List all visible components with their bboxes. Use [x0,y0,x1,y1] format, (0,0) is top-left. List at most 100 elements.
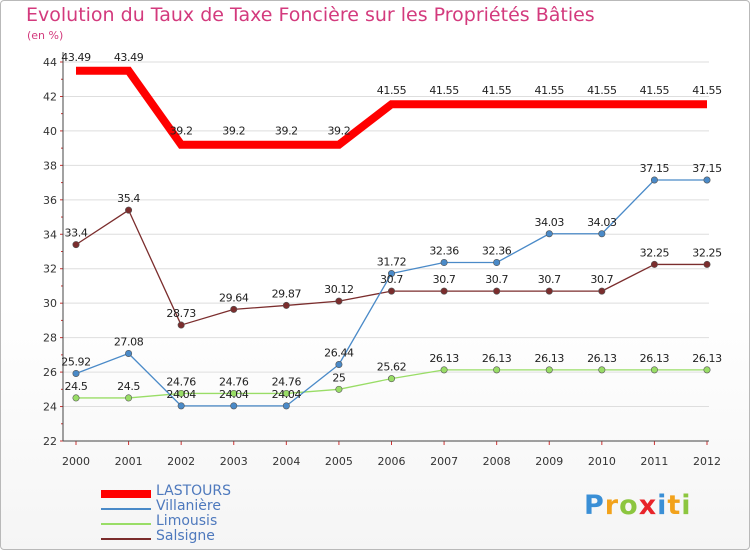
y-tick-label-24: 24 [43,401,57,414]
data-point-villani-re-2000 [72,369,80,377]
data-label-lastours-2002: 39.2 [170,125,193,138]
data-label-limousis-2009: 26.13 [535,352,565,365]
data-label-salsigne-2012: 32.25 [692,246,722,259]
data-point-villani-re-2006 [387,270,395,278]
data-point-limousis-2009 [545,366,553,374]
data-label-limousis-2000: 24.5 [65,380,88,393]
data-point-villani-re-2002 [177,402,185,410]
x-tick-label-2004: 2004 [272,455,300,468]
data-point-limousis-2002 [177,389,185,397]
data-label-limousis-2007: 26.13 [429,352,459,365]
data-label-limousis-2011: 26.13 [640,352,670,365]
data-label-villani-re-2003: 24.04 [219,388,249,401]
legend-label-limousis: Limousis [156,513,218,529]
x-tick-label-2011: 2011 [640,455,668,468]
y-tick-label-36: 36 [43,194,57,207]
data-label-salsigne-2004: 29.87 [272,287,302,300]
data-point-salsigne-2009 [545,287,553,295]
data-label-limousis-2003: 24.76 [219,375,249,388]
data-point-limousis-2004 [282,389,290,397]
logo-letter: x [638,490,658,521]
data-label-villani-re-2005: 26.44 [324,347,354,360]
data-label-lastours-2004: 39.2 [275,125,298,138]
x-tick-label-2000: 2000 [62,455,90,468]
data-label-limousis-2002: 24.76 [166,375,196,388]
x-tick-label-2009: 2009 [535,455,563,468]
data-label-villani-re-2010: 34.03 [587,216,617,229]
data-label-limousis-2008: 26.13 [482,352,512,365]
data-point-salsigne-2002 [177,321,185,329]
x-tick-label-2006: 2006 [378,455,406,468]
data-label-salsigne-2002: 28.73 [166,307,196,320]
data-label-lastours-2003: 39.2 [222,125,245,138]
data-point-limousis-2008 [493,366,501,374]
legend-swatch-lastours [101,490,151,498]
data-point-villani-re-2004 [282,402,290,410]
data-point-salsigne-2005 [335,297,343,305]
data-label-villani-re-2007: 32.36 [429,245,459,258]
y-axis-unit-label: (en %) [27,29,64,42]
data-label-lastours-2011: 41.55 [640,84,670,97]
data-point-villani-re-2009 [545,230,553,238]
data-point-villani-re-2001 [125,349,133,357]
y-tick-label-44: 44 [43,56,57,69]
data-label-lastours-2007: 41.55 [429,84,459,97]
data-label-salsigne-2007: 30.7 [433,273,456,286]
legend-label-salsigne: Salsigne [156,528,215,544]
data-point-salsigne-2003 [230,305,238,313]
data-label-limousis-2005: 25 [332,371,346,384]
data-label-lastours-2006: 41.55 [377,84,407,97]
data-label-villani-re-2001: 27.08 [114,335,144,348]
data-label-lastours-2008: 41.55 [482,84,512,97]
y-tick-label-28: 28 [43,332,57,345]
data-label-limousis-2001: 24.5 [117,380,140,393]
data-label-lastours-2005: 39.2 [327,125,350,138]
data-point-salsigne-2004 [282,301,290,309]
data-point-villani-re-2011 [650,176,658,184]
data-point-villani-re-2008 [493,259,501,267]
data-label-villani-re-2012: 37.15 [692,162,722,175]
data-label-villani-re-2002: 24.04 [166,388,196,401]
data-label-salsigne-2009: 30.7 [538,273,561,286]
logo-letter: i [657,490,668,521]
data-point-limousis-2003 [230,389,238,397]
data-label-salsigne-2000: 33.4 [65,227,88,240]
data-label-lastours-2012: 41.55 [692,84,722,97]
legend-swatch-villani-re [101,508,151,510]
data-point-limousis-2001 [125,394,133,402]
data-point-limousis-2007 [440,366,448,374]
data-label-lastours-2010: 41.55 [587,84,617,97]
data-label-salsigne-2010: 30.7 [590,273,613,286]
data-label-limousis-2004: 24.76 [272,375,302,388]
data-label-lastours-2000: 43.49 [61,51,91,64]
y-tick-label-30: 30 [43,297,57,310]
data-point-salsigne-2006 [387,287,395,295]
data-label-limousis-2010: 26.13 [587,352,617,365]
data-label-salsigne-2003: 29.64 [219,291,249,304]
data-point-salsigne-2012 [703,260,711,268]
data-label-salsigne-2005: 30.12 [324,283,354,296]
data-label-limousis-2012: 26.13 [692,352,722,365]
x-tick-label-2002: 2002 [167,455,195,468]
y-tick-label-40: 40 [43,125,57,138]
logo-letter: o [619,490,639,521]
data-point-villani-re-2007 [440,259,448,267]
data-point-limousis-2006 [387,375,395,383]
data-point-salsigne-2008 [493,287,501,295]
logo-letter: t [667,490,682,521]
y-tick-label-42: 42 [43,90,57,103]
data-point-villani-re-2012 [703,176,711,184]
legend-swatch-limousis [101,523,151,525]
chart-title: Evolution du Taux de Taxe Foncière sur l… [26,4,595,26]
data-label-salsigne-2006: 30.7 [380,273,403,286]
data-label-lastours-2001: 43.49 [114,51,144,64]
data-label-villani-re-2008: 32.36 [482,245,512,258]
y-tick-label-26: 26 [43,366,57,379]
data-point-salsigne-2010 [598,287,606,295]
data-point-limousis-2010 [598,366,606,374]
data-label-salsigne-2008: 30.7 [485,273,508,286]
logo-letter: P [584,490,605,521]
data-point-salsigne-2001 [125,206,133,214]
data-point-villani-re-2005 [335,361,343,369]
